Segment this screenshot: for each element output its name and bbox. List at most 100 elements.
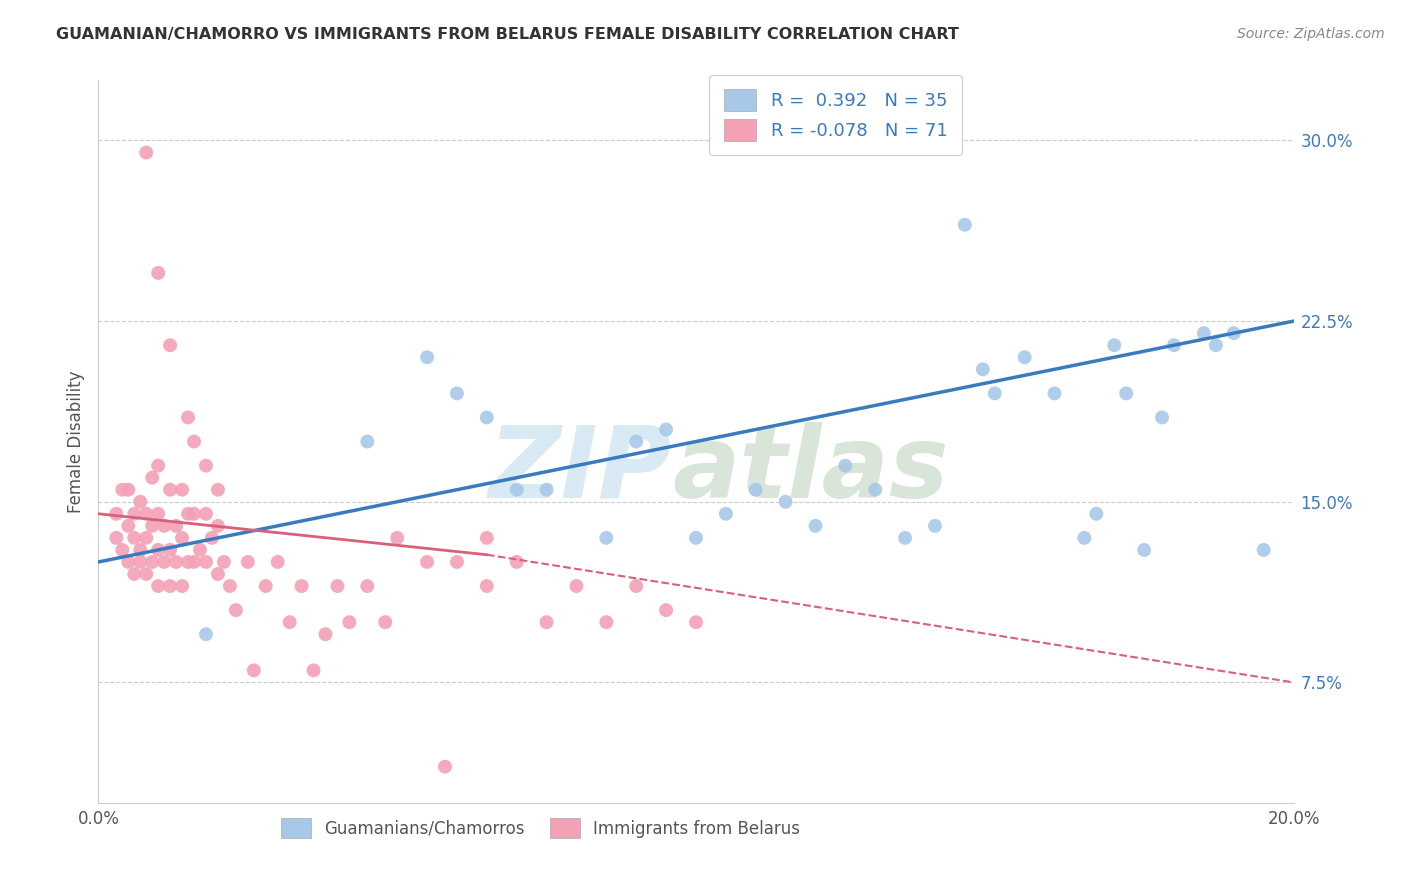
Point (177, 410, 200, 425)
Point (148, 579, 170, 593)
Point (188, 542, 211, 557)
Point (745, 483, 768, 497)
Point (595, 615, 617, 630)
Point (506, 483, 529, 497)
Point (177, 555, 200, 569)
Point (159, 483, 181, 497)
Point (385, 531, 409, 545)
Point (135, 507, 157, 521)
Point (1085, 507, 1108, 521)
Point (865, 483, 887, 497)
Point (278, 615, 301, 630)
Point (1043, 386, 1066, 401)
Point (105, 507, 128, 521)
Point (124, 531, 146, 545)
Point (475, 579, 498, 593)
Point (536, 483, 558, 497)
Point (219, 579, 242, 593)
Point (183, 507, 205, 521)
Point (201, 531, 224, 545)
Point (195, 627, 218, 641)
Point (595, 531, 617, 545)
Point (775, 494, 797, 508)
Point (685, 615, 707, 630)
Point (159, 579, 181, 593)
Point (159, 338, 181, 352)
Point (135, 531, 157, 545)
Point (148, 507, 170, 521)
Point (834, 458, 856, 473)
Point (135, 145, 157, 160)
Point (243, 664, 266, 678)
Point (129, 555, 152, 569)
Point (804, 518, 827, 533)
Point (1104, 338, 1126, 352)
Point (339, 615, 361, 630)
Point (129, 542, 152, 557)
Text: ZIP: ZIP (489, 422, 672, 519)
Point (446, 386, 468, 401)
Point (416, 350, 439, 364)
Point (1192, 326, 1215, 340)
Text: Source: ZipAtlas.com: Source: ZipAtlas.com (1237, 27, 1385, 41)
Point (129, 494, 152, 508)
Point (1115, 386, 1137, 401)
Point (159, 542, 181, 557)
Point (475, 531, 498, 545)
Point (1163, 338, 1185, 352)
Point (105, 531, 128, 545)
Point (626, 434, 648, 449)
Point (506, 555, 529, 569)
Point (685, 531, 707, 545)
Point (984, 386, 1007, 401)
Point (177, 507, 200, 521)
Point (1133, 542, 1156, 557)
Point (434, 760, 457, 774)
Point (117, 518, 139, 533)
Y-axis label: Female Disability: Female Disability (66, 370, 84, 513)
Point (153, 518, 176, 533)
Text: GUAMANIAN/CHAMORRO VS IMMIGRANTS FROM BELARUS FEMALE DISABILITY CORRELATION CHAR: GUAMANIAN/CHAMORRO VS IMMIGRANTS FROM BE… (56, 27, 959, 42)
Point (172, 579, 194, 593)
Point (183, 555, 205, 569)
Point (165, 518, 187, 533)
Point (207, 518, 229, 533)
Point (894, 531, 917, 545)
Point (236, 555, 259, 569)
Point (1014, 350, 1036, 364)
Point (165, 555, 187, 569)
Point (655, 423, 678, 437)
Point (254, 579, 277, 593)
Point (315, 627, 337, 641)
Point (1073, 531, 1095, 545)
Point (953, 218, 976, 232)
Point (924, 518, 946, 533)
Point (475, 410, 498, 425)
Point (1152, 410, 1174, 425)
Point (565, 579, 588, 593)
Point (626, 579, 648, 593)
Point (117, 555, 139, 569)
Point (117, 483, 139, 497)
Point (326, 579, 349, 593)
Point (124, 507, 146, 521)
Point (135, 567, 157, 582)
Point (148, 542, 170, 557)
Point (225, 603, 247, 617)
Point (141, 518, 163, 533)
Point (207, 567, 229, 582)
Point (111, 542, 134, 557)
Point (207, 483, 229, 497)
Point (714, 507, 737, 521)
Legend: Guamanians/Chamorros, Immigrants from Belarus: Guamanians/Chamorros, Immigrants from Be… (274, 812, 807, 845)
Point (148, 266, 170, 280)
Text: atlas: atlas (672, 422, 949, 519)
Point (536, 615, 558, 630)
Point (972, 362, 994, 376)
Point (172, 483, 194, 497)
Point (124, 567, 146, 582)
Point (195, 458, 218, 473)
Point (356, 434, 378, 449)
Point (446, 555, 468, 569)
Point (416, 555, 439, 569)
